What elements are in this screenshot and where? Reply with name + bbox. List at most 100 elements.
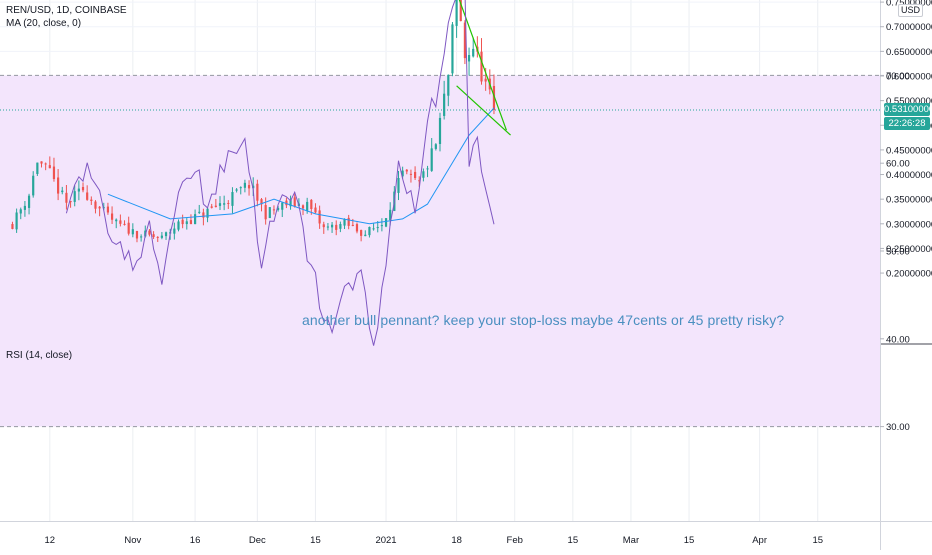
x-tick-label: Apr bbox=[752, 535, 767, 546]
candle-body bbox=[413, 171, 417, 179]
x-tick-label: 15 bbox=[812, 535, 823, 546]
candle-body bbox=[19, 209, 22, 214]
candle-body bbox=[15, 212, 18, 230]
candle-body bbox=[306, 201, 309, 211]
candle-body bbox=[181, 219, 184, 225]
candle-body bbox=[135, 231, 139, 239]
candle-body bbox=[463, 22, 467, 59]
candle-body bbox=[77, 188, 80, 192]
candle-body bbox=[281, 202, 284, 210]
candle-body bbox=[235, 189, 238, 191]
ma-line bbox=[107, 107, 495, 225]
candle-body bbox=[289, 199, 292, 207]
candle-body bbox=[409, 173, 413, 175]
price-tick-label: 0.40000000 bbox=[886, 170, 932, 181]
candle-body bbox=[322, 224, 325, 228]
candle-body bbox=[480, 51, 483, 82]
candle-body bbox=[335, 224, 338, 230]
candle-body bbox=[264, 205, 267, 220]
candle-body bbox=[492, 85, 496, 110]
x-tick-label: Nov bbox=[124, 535, 141, 546]
candle-body bbox=[40, 161, 43, 164]
candle-body bbox=[218, 203, 222, 206]
price-tick-label: 0.25000000 bbox=[886, 244, 932, 255]
rsi-tick-label: 50.00 bbox=[886, 247, 910, 258]
candle-body bbox=[418, 180, 421, 182]
candle-body bbox=[102, 207, 105, 209]
candle-body bbox=[23, 205, 27, 210]
candle-body bbox=[314, 207, 317, 213]
candle-body bbox=[389, 209, 392, 221]
candle-body bbox=[372, 228, 375, 230]
candle-body bbox=[119, 220, 122, 224]
candle-body bbox=[260, 199, 263, 205]
candle-body bbox=[405, 169, 408, 172]
x-tick-label: Dec bbox=[249, 535, 266, 546]
candle-body bbox=[293, 197, 296, 207]
trendline bbox=[458, 0, 507, 131]
candle-body bbox=[61, 190, 64, 193]
candle-body bbox=[277, 207, 280, 210]
candle-body bbox=[426, 168, 429, 170]
candle-body bbox=[140, 236, 143, 238]
candle-body bbox=[360, 230, 363, 236]
candle-body bbox=[48, 165, 51, 169]
candle-body bbox=[384, 218, 388, 227]
price-tick-label: 0.20000000 bbox=[886, 269, 932, 280]
candle-body bbox=[185, 221, 188, 225]
candle-body bbox=[123, 223, 126, 225]
candle-body bbox=[11, 224, 14, 229]
x-tick-label: 15 bbox=[310, 535, 321, 546]
price-tick-label: 0.60000000 bbox=[886, 71, 932, 82]
candle-body bbox=[339, 224, 342, 229]
x-tick-label: 16 bbox=[190, 535, 201, 546]
candle-body bbox=[247, 185, 251, 189]
candle-body bbox=[380, 225, 383, 227]
countdown-badge: 22:26:28 bbox=[884, 117, 930, 131]
candle-body bbox=[36, 162, 39, 174]
annotation-text: another bull pennant? keep your stop-los… bbox=[302, 312, 785, 328]
candle-body bbox=[81, 187, 85, 191]
rsi-line bbox=[65, 0, 495, 346]
candle-body bbox=[355, 224, 359, 232]
candle-body bbox=[69, 200, 72, 203]
candle-body bbox=[214, 205, 217, 207]
currency-label[interactable]: USD bbox=[898, 4, 924, 17]
candle-body bbox=[177, 221, 180, 230]
rsi-tick-label: 70.00 bbox=[886, 71, 910, 82]
candle-body bbox=[443, 93, 446, 116]
candle-body bbox=[160, 235, 163, 238]
candle-body bbox=[202, 212, 205, 218]
price-tick-label: 0.70000000 bbox=[886, 22, 932, 33]
rsi-legend: RSI (14, close) bbox=[6, 350, 73, 361]
candle-body bbox=[94, 201, 97, 209]
candle-body bbox=[44, 163, 47, 165]
candle-body bbox=[347, 217, 350, 226]
candle-body bbox=[227, 202, 230, 204]
candle-body bbox=[210, 206, 213, 208]
candle-body bbox=[397, 177, 400, 193]
candle-body bbox=[451, 24, 454, 74]
candle-body bbox=[243, 182, 247, 188]
candle-body bbox=[86, 192, 89, 200]
candle-body bbox=[401, 170, 404, 177]
candle-body bbox=[472, 48, 475, 57]
ma-legend: MA (20, close, 0) bbox=[6, 18, 82, 29]
candle-body bbox=[148, 230, 151, 235]
rsi-tick-label: 40.00 bbox=[886, 334, 910, 345]
candle-body bbox=[467, 54, 471, 62]
x-tick-label: 18 bbox=[451, 535, 462, 546]
candle-body bbox=[364, 234, 367, 237]
x-tick-label: Mar bbox=[623, 535, 639, 546]
candle-body bbox=[318, 210, 321, 224]
candle-body bbox=[351, 224, 354, 226]
candle-body bbox=[310, 199, 313, 209]
candle-body bbox=[447, 74, 450, 96]
candle-body bbox=[484, 78, 487, 82]
price-tick-label: 0.65000000 bbox=[886, 47, 932, 58]
candle-body bbox=[106, 206, 110, 213]
candle-body bbox=[57, 177, 60, 194]
candle-body bbox=[430, 148, 433, 171]
